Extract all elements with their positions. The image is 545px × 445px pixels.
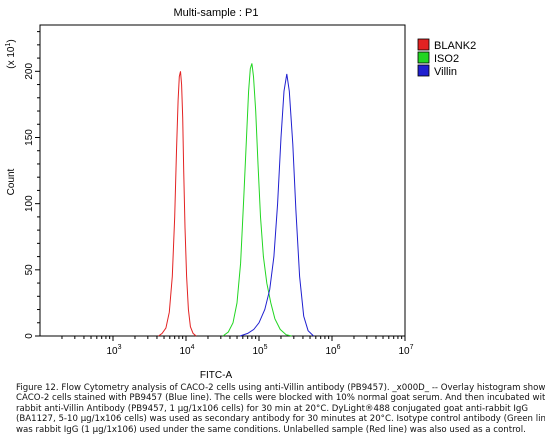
caption-line: Figure 12. Flow Cytometry analysis of CA…	[16, 383, 545, 393]
chart-title: Multi-sample : P1	[174, 7, 259, 19]
x-tick-base: 10	[252, 346, 264, 357]
y-tick-label: 50	[24, 264, 35, 276]
caption-line: rabbit anti-Villin Antibody (PB9457, 1 μ…	[16, 403, 528, 414]
x-tick-exponent: 3	[118, 344, 122, 351]
x-tick-base: 10	[398, 346, 410, 357]
legend-swatch	[417, 51, 430, 64]
x-tick-base: 10	[325, 346, 337, 357]
y-tick-label: 100	[24, 195, 35, 212]
legend-label: Villin	[434, 66, 457, 78]
legend-swatch	[417, 38, 430, 51]
legend-label: BLANK2	[434, 40, 476, 52]
x-tick-exponent: 4	[191, 344, 195, 351]
x-tick-label: 104	[179, 344, 194, 357]
plot-frame	[39, 24, 406, 337]
x-tick-base: 10	[179, 346, 191, 357]
legend-swatch	[417, 64, 430, 77]
caption-line: (BA1127, 5-10 μg/1x106 cells) was used a…	[16, 414, 545, 425]
y-multiplier-exponent: 1	[5, 43, 12, 47]
y-tick-label: 150	[24, 129, 35, 146]
caption-line: was rabbit IgG (1 μg/1x106) used under t…	[16, 424, 526, 435]
y-multiplier-prefix: (x 10	[6, 46, 17, 69]
flow-cytometry-chart: Multi-sample : P1 (x 101) Count FITC-A 0…	[5, 7, 476, 380]
caption-line: CACO-2 cells stained with PB9457 (Blue l…	[16, 393, 545, 404]
y-axis-label: Count	[6, 168, 17, 195]
series-line-blank2	[158, 71, 197, 337]
x-tick-base: 10	[106, 346, 118, 357]
x-axis-label: FITC-A	[200, 370, 233, 380]
x-tick-label: 103	[106, 344, 121, 357]
x-tick-label: 105	[252, 344, 267, 357]
x-tick-exponent: 6	[337, 344, 341, 351]
x-tick-exponent: 7	[410, 344, 414, 351]
y-tick-label: 0	[24, 333, 35, 339]
x-tick-exponent: 5	[264, 344, 268, 351]
y-axis-multiplier: (x 101)	[5, 39, 17, 68]
x-tick-label: 107	[398, 344, 413, 357]
series-line-villin	[239, 73, 314, 337]
x-tick-label: 106	[325, 344, 340, 357]
y-multiplier-close: )	[6, 39, 17, 42]
legend-label: ISO2	[434, 53, 459, 65]
y-tick-label: 200	[24, 63, 35, 80]
series-line-iso2	[222, 63, 292, 337]
figure-caption: Figure 12. Flow Cytometry analysis of CA…	[16, 383, 545, 435]
